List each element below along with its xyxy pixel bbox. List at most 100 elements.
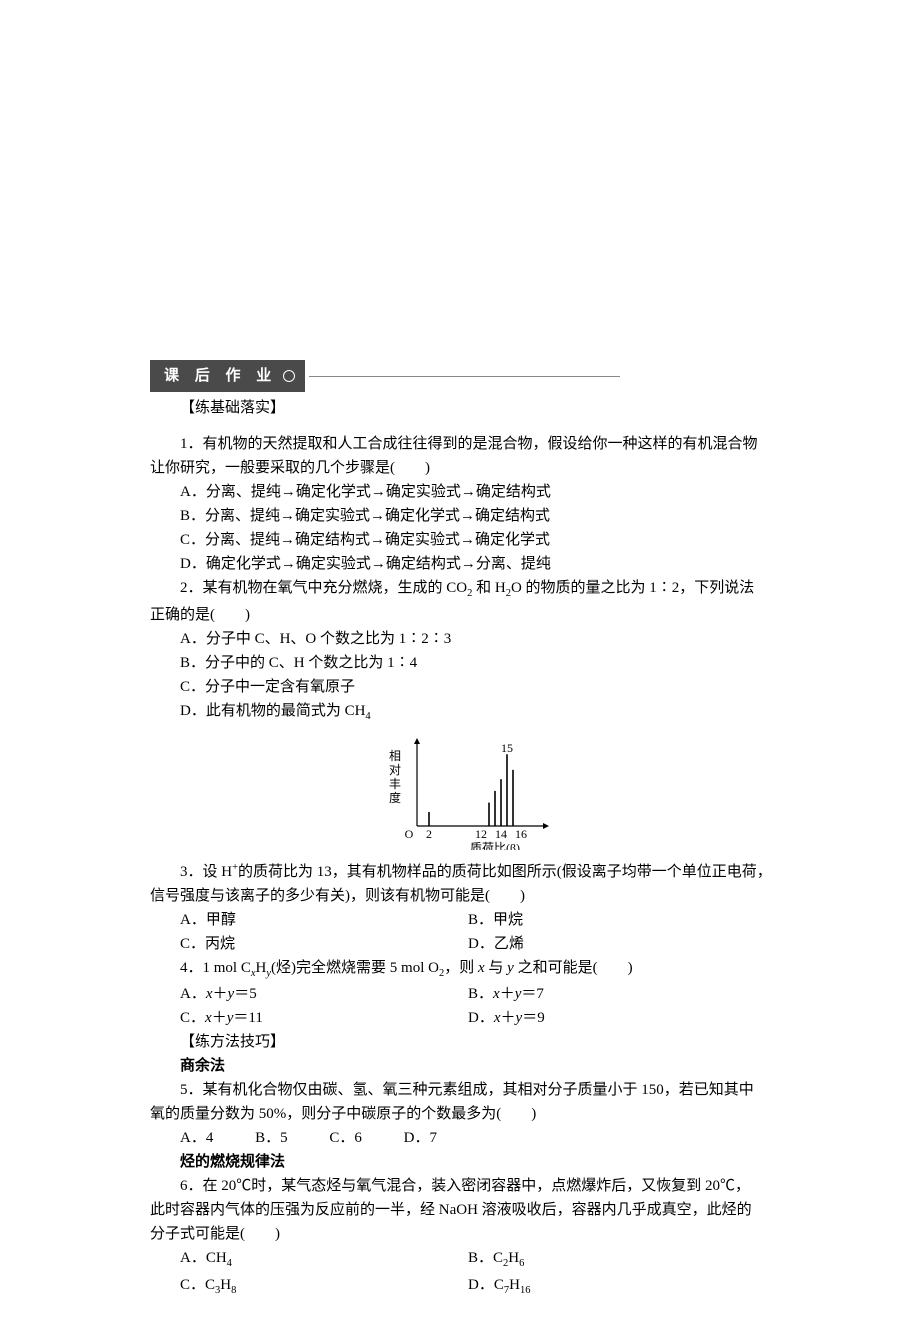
q6-c-h: H: [220, 1277, 231, 1293]
q5-stem-line2: 氧的质量分数为 50%，则分子中碳原子的个数最多为( ): [150, 1102, 780, 1126]
q4-options: A．x＋y＝5 B．x＋y＝7 C．x＋y＝11 D．x＋y＝9: [180, 982, 780, 1030]
q2-stem-a: 2．某有机物在氧气中充分燃烧，生成的 CO: [180, 580, 467, 596]
q6-opt-c: C．C3H8: [180, 1273, 468, 1300]
method-combustion-law: 烃的燃烧规律法: [180, 1150, 780, 1174]
section-methods-label: 【练方法技巧】: [180, 1030, 780, 1054]
svg-text:O: O: [405, 827, 414, 841]
q6-b-sub2: 6: [519, 1258, 524, 1269]
svg-text:质荷比(β): 质荷比(β): [470, 841, 520, 850]
header-dot-icon: [283, 370, 295, 382]
q4-stem-a: 4．1 mol C: [180, 960, 251, 976]
q2-options: A．分子中 C、H、O 个数之比为 1∶2∶3 B．分子中的 C、H 个数之比为…: [180, 627, 780, 726]
q5-opt-c: C．6: [329, 1126, 362, 1150]
q3-opt-b: B．甲烷: [468, 908, 756, 932]
header-title: 课 后 作 业: [164, 364, 277, 388]
q4-d-x: x: [494, 1010, 501, 1026]
q4-d-prefix: D．: [468, 1010, 494, 1026]
mass-spectrum-chart: 相对丰度 O2 12 14 16 15 质荷比(β): [375, 730, 555, 850]
method-quotient-remainder: 商余法: [180, 1054, 780, 1078]
svg-text:12: 12: [475, 827, 487, 841]
q6-d-sub2: 16: [520, 1285, 531, 1296]
q4-opt-b: B．x＋y＝7: [468, 982, 756, 1006]
q4-c-suffix: ＝11: [233, 1010, 262, 1026]
q6-d-h: H: [509, 1277, 520, 1293]
q3-stem-line2: 信号强度与该离子的多少有关)，则该有机物可能是( ): [150, 884, 780, 908]
q6-d-c: D．C: [468, 1277, 504, 1293]
q5-stem-line1: 5．某有机化合物仅由碳、氢、氧三种元素组成，其相对分子质量小于 150，若已知其…: [150, 1078, 780, 1102]
q4-stem-c: (烃)完全燃烧需要 5 mol O: [271, 960, 439, 976]
q6-stem-line2: 此时容器内气体的压强为反应前的一半，经 NaOH 溶液吸收后，容器内几乎成真空，…: [150, 1198, 780, 1222]
mass-spectrum-figure: 相对丰度 O2 12 14 16 15 质荷比(β): [150, 730, 780, 858]
q6-opt-b: B．C2H6: [468, 1246, 756, 1273]
q4-c-prefix: C．: [180, 1010, 205, 1026]
q4-b-suffix: ＝7: [521, 986, 544, 1002]
q4-d-suffix: ＝9: [522, 1010, 545, 1026]
q3-stem-a: 3．设 H: [180, 864, 232, 880]
q2-stem-line2: 正确的是( ): [150, 603, 780, 627]
q2-stem-b: 和 H: [472, 580, 505, 596]
q6-b-c: B．C: [468, 1250, 503, 1266]
svg-text:15: 15: [501, 741, 513, 755]
q4-c-x: x: [205, 1010, 212, 1026]
q4-a-x: x: [206, 986, 213, 1002]
q3-stem-line1: 3．设 H+的质荷比为 13，其有机物样品的质荷比如图所示(假设离子均带一个单位…: [150, 860, 780, 884]
q4-opt-d: D．x＋y＝9: [468, 1006, 756, 1030]
q4-opt-c: C．x＋y＝11: [180, 1006, 468, 1030]
q4-stem-e: 与: [485, 960, 508, 976]
q2-opt-c: C．分子中一定含有氧原子: [180, 675, 780, 699]
q5-opt-a: A．4: [180, 1126, 213, 1150]
q4-a-prefix: A．: [180, 986, 206, 1002]
q3-options: A．甲醇 B．甲烷 C．丙烷 D．乙烯: [180, 908, 780, 956]
svg-text:2: 2: [426, 827, 432, 841]
q6-stem-line3: 分子式可能是( ): [150, 1222, 780, 1246]
q2-stem-c: O 的物质的量之比为 1∶2，下列说法: [511, 580, 754, 596]
header-box: 课 后 作 业: [150, 360, 305, 392]
header-rule: [309, 376, 620, 377]
q4-stem-d: ，则: [444, 960, 478, 976]
q3-opt-d: D．乙烯: [468, 932, 756, 956]
q1-stem-line1: 1．有机物的天然提取和人工合成往往得到的是混合物，假设给你一种这样的有机混合物: [150, 432, 780, 456]
q6-c-c: C．C: [180, 1277, 215, 1293]
q6-opt-a: A．CH4: [180, 1246, 468, 1273]
q4-var-x: x: [478, 960, 485, 976]
q1-opt-b: B．分离、提纯→确定实验式→确定化学式→确定结构式: [180, 504, 780, 528]
header-row: 课 后 作 业: [150, 360, 780, 392]
svg-text:相对丰度: 相对丰度: [389, 749, 401, 805]
q4-b-prefix: B．: [468, 986, 493, 1002]
q4-a-suffix: ＝5: [234, 986, 257, 1002]
q2-stem-line1: 2．某有机物在氧气中充分燃烧，生成的 CO2 和 H2O 的物质的量之比为 1∶…: [150, 576, 780, 603]
q6-b-h: H: [508, 1250, 519, 1266]
page: 课 后 作 业 【练基础落实】 1．有机物的天然提取和人工合成往往得到的是混合物…: [0, 0, 920, 1340]
q2-opt-d: D．此有机物的最简式为 CH4: [180, 699, 780, 726]
q6-a-text: A．CH: [180, 1250, 227, 1266]
q1-options: A．分离、提纯→确定化学式→确定实验式→确定结构式 B．分离、提纯→确定实验式→…: [180, 480, 780, 576]
q1-stem-line2: 让你研究，一般要采取的几个步骤是( ): [150, 456, 780, 480]
q3-opt-c: C．丙烷: [180, 932, 468, 956]
q5-options: A．4 B．5 C．6 D．7: [180, 1126, 780, 1150]
q3-opt-a: A．甲醇: [180, 908, 468, 932]
q6-c-sub2: 8: [231, 1285, 236, 1296]
q2-opt-d-text: D．此有机物的最简式为 CH: [180, 703, 365, 719]
q1-opt-a: A．分离、提纯→确定化学式→确定实验式→确定结构式: [180, 480, 780, 504]
q6-opt-d: D．C7H16: [468, 1273, 756, 1300]
q1-opt-c: C．分离、提纯→确定结构式→确定实验式→确定化学式: [180, 528, 780, 552]
q4-stem-f: 之和可能是( ): [514, 960, 633, 976]
q1-opt-d: D．确定化学式→确定实验式→确定结构式→分离、提纯: [180, 552, 780, 576]
q2-opt-d-sub: 4: [365, 711, 370, 722]
q3-stem-b: 的质荷比为 13，其有机物样品的质荷比如图所示(假设离子均带一个单位正电荷，: [238, 864, 772, 880]
q4-var-y: y: [507, 960, 514, 976]
q4-opt-a: A．x＋y＝5: [180, 982, 468, 1006]
svg-text:16: 16: [515, 827, 527, 841]
q4-b-x: x: [493, 986, 500, 1002]
q6-stem-line1: 6．在 20℃时，某气态烃与氧气混合，装入密闭容器中，点燃爆炸后，又恢复到 20…: [150, 1174, 780, 1198]
q2-opt-b: B．分子中的 C、H 个数之比为 1∶4: [180, 651, 780, 675]
q6-a-sub: 4: [227, 1258, 232, 1269]
svg-text:14: 14: [495, 827, 507, 841]
section-basics-label: 【练基础落实】: [180, 396, 780, 420]
q5-opt-d: D．7: [404, 1126, 437, 1150]
q4-stem-b: H: [256, 960, 267, 976]
q6-options: A．CH4 B．C2H6 C．C3H8 D．C7H16: [180, 1246, 780, 1300]
q2-opt-a: A．分子中 C、H、O 个数之比为 1∶2∶3: [180, 627, 780, 651]
q4-stem: 4．1 mol CxHy(烃)完全燃烧需要 5 mol O2，则 x 与 y 之…: [150, 956, 780, 983]
q5-opt-b: B．5: [255, 1126, 288, 1150]
